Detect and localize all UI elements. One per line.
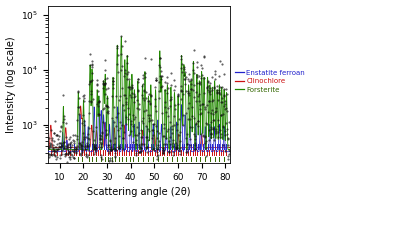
Legend: Enstatite ferroan, Clinochlore, Forsterite: Enstatite ferroan, Clinochlore, Forsteri…	[235, 70, 305, 93]
Y-axis label: Intensity (log scale): Intensity (log scale)	[6, 36, 16, 133]
X-axis label: Scattering angle (2θ): Scattering angle (2θ)	[87, 187, 191, 197]
